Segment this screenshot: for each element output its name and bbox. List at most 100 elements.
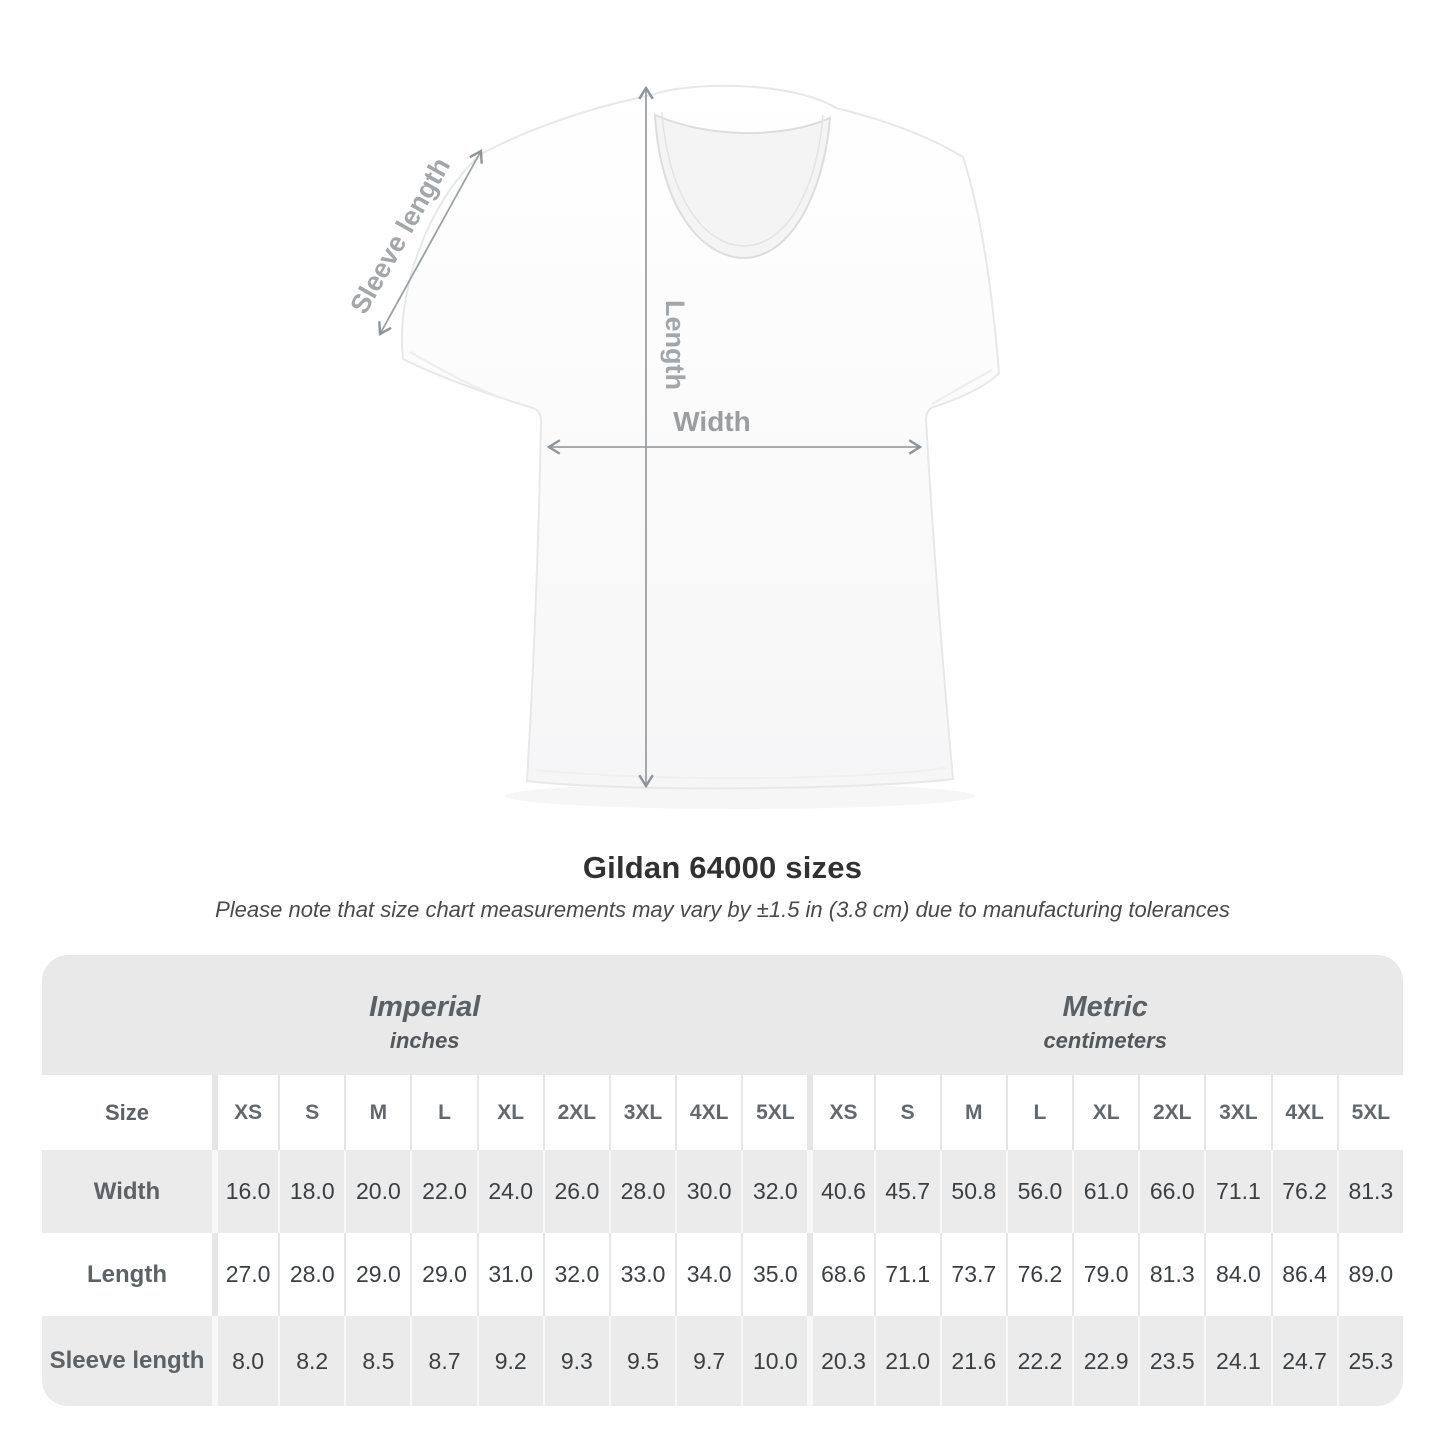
size-col-header: 2XL xyxy=(1138,1075,1205,1150)
metric-header: Metric centimeters xyxy=(807,955,1403,1075)
size-col-header: XS xyxy=(807,1075,874,1150)
value-cell: 23.5 xyxy=(1138,1316,1205,1406)
value-cell: 28.0 xyxy=(608,1150,676,1233)
bottom-hem-seam xyxy=(534,767,947,780)
value-cell: 28.0 xyxy=(278,1233,345,1316)
size-col-header: 4XL xyxy=(675,1075,742,1150)
size-col-header: XL xyxy=(1072,1075,1139,1150)
value-cell: 66.0 xyxy=(1138,1150,1205,1233)
value-cell: 8.2 xyxy=(278,1316,345,1406)
value-cell: 26.0 xyxy=(542,1150,609,1233)
table-row: Sleeve length 8.0 8.2 8.5 8.7 9.2 9.3 9.5 9.7 10.… xyxy=(42,1316,1403,1406)
value-cell: 30.0 xyxy=(675,1150,742,1233)
unit-header-row: Imperial inches Metric centimeters xyxy=(42,955,1403,1075)
value-cell: 21.0 xyxy=(873,1316,940,1406)
imperial-unit: inches xyxy=(389,1028,460,1053)
tolerance-note: Please note that size chart measurements… xyxy=(215,897,1230,922)
value-cell: 34.0 xyxy=(675,1233,742,1316)
metric-label: Metric xyxy=(1062,991,1148,1023)
tshirt-collar-seam xyxy=(661,111,824,247)
size-col-header: M xyxy=(939,1075,1006,1150)
value-cell: 45.7 xyxy=(873,1150,940,1233)
page-title: Gildan 64000 sizes xyxy=(582,850,863,885)
value-cell: 22.9 xyxy=(1072,1316,1139,1406)
value-cell: 25.3 xyxy=(1336,1316,1403,1406)
tshirt-outline xyxy=(401,84,1001,790)
value-cell: 22.0 xyxy=(410,1150,477,1233)
value-cell: 8.5 xyxy=(344,1316,411,1406)
size-col-header: 5XL xyxy=(1336,1075,1403,1150)
value-cell: 24.1 xyxy=(1204,1316,1271,1406)
value-cell: 9.3 xyxy=(542,1316,609,1406)
value-cell: 35.0 xyxy=(741,1233,808,1316)
value-cell: 18.0 xyxy=(278,1150,345,1233)
value-cell: 20.0 xyxy=(344,1150,411,1233)
value-cell: 20.3 xyxy=(807,1316,874,1406)
size-col-header: 4XL xyxy=(1270,1075,1337,1150)
imperial-label: Imperial xyxy=(369,991,481,1023)
sleeve-length-arrow xyxy=(378,148,483,337)
table-row: Width 16.0 18.0 20.0 22.0 24.0 26.0 28.0 30.0 32.… xyxy=(42,1150,1403,1233)
value-cell: 76.2 xyxy=(1005,1233,1073,1316)
value-cell: 56.0 xyxy=(1005,1150,1073,1233)
value-cell: 84.0 xyxy=(1204,1233,1271,1316)
size-col-header: S xyxy=(873,1075,940,1150)
row-label: Length xyxy=(42,1233,212,1316)
value-cell: 24.0 xyxy=(476,1150,543,1233)
value-cell: 32.0 xyxy=(741,1150,808,1233)
width-label: Width xyxy=(673,406,751,437)
tshirt-measurement-diagram: Sleeve length Length Width xyxy=(344,84,1001,809)
size-col-header: M xyxy=(344,1075,411,1150)
size-col-header: 5XL xyxy=(741,1075,808,1150)
value-cell: 9.5 xyxy=(608,1316,676,1406)
value-cell: 73.7 xyxy=(939,1233,1006,1316)
value-cell: 40.6 xyxy=(807,1150,874,1233)
size-col-header: 2XL xyxy=(542,1075,609,1150)
value-cell: 71.1 xyxy=(1204,1150,1271,1233)
right-sleeve-seam xyxy=(931,369,993,405)
value-cell: 31.0 xyxy=(476,1233,543,1316)
value-cell: 24.7 xyxy=(1270,1316,1337,1406)
value-cell: 86.4 xyxy=(1270,1233,1337,1316)
row-label: Width xyxy=(42,1150,212,1233)
size-col-header: XS xyxy=(212,1075,279,1150)
value-cell: 9.2 xyxy=(476,1316,543,1406)
value-cell: 32.0 xyxy=(542,1233,609,1316)
size-col-header: S xyxy=(278,1075,345,1150)
value-cell: 81.3 xyxy=(1138,1233,1205,1316)
size-table-container: Imperial inches Metric centimeters Size … xyxy=(42,955,1403,1406)
size-corner-header: Size xyxy=(42,1075,212,1150)
value-cell: 29.0 xyxy=(344,1233,411,1316)
left-sleeve-seam xyxy=(409,351,509,401)
value-cell: 21.6 xyxy=(939,1316,1006,1406)
value-cell: 27.0 xyxy=(212,1233,279,1316)
value-cell: 10.0 xyxy=(741,1316,808,1406)
size-table: Imperial inches Metric centimeters Size … xyxy=(42,955,1403,1406)
size-col-header: 3XL xyxy=(1204,1075,1271,1150)
value-cell: 22.2 xyxy=(1005,1316,1073,1406)
size-col-header: L xyxy=(1005,1075,1073,1150)
value-cell: 89.0 xyxy=(1336,1233,1403,1316)
value-cell: 71.1 xyxy=(873,1233,940,1316)
value-cell: 8.7 xyxy=(410,1316,477,1406)
metric-unit: centimeters xyxy=(1043,1028,1167,1053)
value-cell: 79.0 xyxy=(1072,1233,1139,1316)
value-cell: 33.0 xyxy=(608,1233,676,1316)
value-cell: 76.2 xyxy=(1270,1150,1337,1233)
size-col-header: 3XL xyxy=(608,1075,676,1150)
value-cell: 61.0 xyxy=(1072,1150,1139,1233)
size-col-header: L xyxy=(410,1075,477,1150)
row-label: Sleeve length xyxy=(42,1316,212,1406)
value-cell: 50.8 xyxy=(939,1150,1006,1233)
imperial-header: Imperial inches xyxy=(42,955,808,1075)
value-cell: 68.6 xyxy=(807,1233,874,1316)
table-row: Length 27.0 28.0 29.0 29.0 31.0 32.0 33.0 34.0 35… xyxy=(42,1233,1403,1316)
value-cell: 29.0 xyxy=(410,1233,477,1316)
shirt-shadow xyxy=(505,783,975,809)
length-label: Length xyxy=(660,300,690,390)
size-col-header: XL xyxy=(476,1075,543,1150)
value-cell: 8.0 xyxy=(212,1316,279,1406)
value-cell: 81.3 xyxy=(1336,1150,1403,1233)
value-cell: 9.7 xyxy=(675,1316,742,1406)
